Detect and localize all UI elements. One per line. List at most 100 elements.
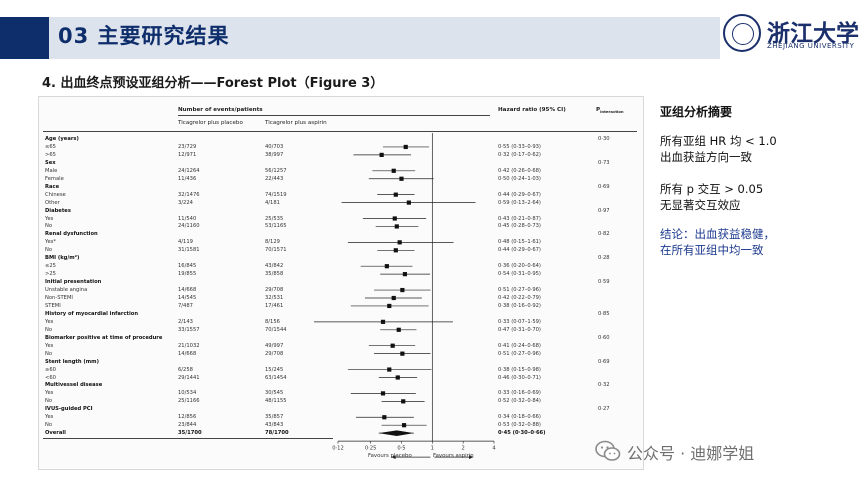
events-aspirin: 56/1257: [265, 167, 287, 174]
hazard-ratio-text: 0·51 (0·27–0·96): [498, 287, 541, 294]
subgroup-heading: Renal dysfunction: [45, 231, 98, 238]
events-aspirin: 40/703: [265, 143, 284, 150]
hr-point-marker: [380, 319, 386, 324]
events-aspirin: 48/1155: [265, 398, 287, 405]
subgroup-heading: Multivessel disease: [45, 382, 103, 389]
x-tick-label: 4: [492, 446, 496, 452]
hr-point-marker: [392, 216, 397, 221]
events-aspirin: 4/181: [265, 199, 280, 206]
table-top-rule: [43, 131, 637, 132]
p-interaction-value: 0·73: [598, 159, 610, 166]
hr-point-marker: [396, 327, 401, 332]
p-header-sub: interaction: [600, 109, 624, 115]
hazard-ratio-text: 0·59 (0·13–2·64): [498, 199, 541, 206]
hazard-ratio-text: 0·44 (0·29–0·67): [498, 191, 541, 198]
hr-point-marker: [380, 391, 386, 396]
x-tick-label: 0·5: [397, 446, 405, 452]
p-interaction-value: 0·32: [598, 382, 610, 389]
subgroup-label: Yes: [45, 414, 54, 421]
hazard-ratio-text: 0·50 (0·24–1·03): [498, 175, 541, 182]
subgroup-label: Yes: [45, 390, 54, 397]
overall-diamond: [378, 430, 414, 436]
events-placebo: 12/971: [178, 151, 197, 158]
hazard-ratio-text: 0·38 (0·16–0·92): [498, 302, 541, 309]
events-aspirin: 35/857: [265, 414, 284, 421]
hr-point-marker: [393, 248, 398, 253]
x-tick-label: 0·12: [332, 446, 344, 452]
hazard-ratio-text: 0·42 (0·22–0·79): [498, 295, 541, 301]
events-aspirin: 22/443: [265, 175, 284, 182]
conclusion-line-2: 在所有亚组中均一致: [660, 243, 764, 257]
hazard-ratio-text: 0·34 (0·18–0·66): [498, 414, 541, 421]
header-accent-bar: [0, 17, 49, 59]
events-aspirin: 49/997: [265, 342, 284, 349]
hazard-ratio-text: 0·53 (0·32–0·88): [498, 422, 541, 429]
events-aspirin: 8/156: [265, 318, 280, 325]
subgroup-label: No: [45, 223, 53, 230]
subgroup-label: Female: [45, 175, 64, 182]
events-placebo: 12/856: [178, 414, 197, 421]
events-aspirin: 43/842: [265, 263, 284, 270]
arrow-head-left: [391, 455, 396, 460]
hr-point-marker: [394, 224, 399, 229]
column-header-placebo: Ticagrelor plus placebo: [178, 120, 243, 126]
events-aspirin: 30/545: [265, 390, 284, 397]
hazard-ratio-text: 0·54 (0·31–0·95): [498, 271, 541, 278]
x-tick-label: 2: [462, 446, 465, 452]
p-interaction-value: 0·82: [598, 231, 610, 238]
events-placebo: 29/1441: [178, 374, 200, 381]
events-aspirin: 43/843: [265, 422, 284, 429]
events-placebo: 31/1581: [178, 247, 200, 254]
table-bottom-rule: [43, 438, 333, 440]
hr-point-marker: [387, 303, 392, 309]
x-tick-label: 0·25: [365, 446, 377, 452]
events-aspirin: 38/997: [265, 151, 284, 158]
subgroup-label: No: [45, 398, 53, 405]
hazard-ratio-text: 0·42 (0·26–0·68): [498, 167, 541, 174]
events-aspirin: 70/1571: [265, 247, 287, 254]
p-interaction-value: 0·97: [598, 207, 610, 214]
events-placebo: 32/1476: [178, 191, 200, 198]
wechat-icon: [595, 440, 621, 461]
events-aspirin: 78/1700: [265, 430, 289, 437]
hazard-ratio-text: 0·52 (0·32–0·84): [498, 398, 541, 405]
events-placebo: 2/143: [178, 318, 193, 325]
p-interaction-value: 0·59: [598, 279, 610, 286]
hr-point-marker: [395, 375, 400, 380]
hr-point-marker: [402, 272, 408, 277]
subgroup-label: <60: [45, 374, 56, 381]
column-header-aspirin: Ticagrelor plus aspirin: [265, 120, 327, 126]
p-interaction-value: 0·69: [598, 358, 610, 365]
hazard-ratio-text: 0·36 (0·20–0·64): [498, 263, 541, 270]
hazard-ratio-text: 0·48 (0·15–1·61): [498, 239, 541, 246]
hr-point-marker: [401, 423, 407, 428]
p-interaction-value: 0·69: [598, 183, 610, 190]
conclusion-line-1: 结论：出血获益稳健，: [660, 227, 775, 241]
subgroup-label: No: [45, 350, 53, 357]
events-placebo: 14/545: [178, 295, 197, 301]
events-placebo: 16/845: [178, 263, 197, 270]
events-placebo: 24/1264: [178, 167, 200, 174]
hazard-ratio-text: 0·47 (0·31–0·70): [498, 326, 541, 333]
events-aspirin: 63/1454: [265, 374, 287, 381]
hr-point-marker: [393, 192, 398, 197]
header-rule: [178, 115, 490, 116]
subgroup-heading: Biomarker positive at time of procedure: [45, 334, 163, 341]
subgroup-label: ≤25: [45, 263, 56, 270]
events-placebo: 33/1557: [178, 326, 200, 333]
events-aspirin: 53/1165: [265, 223, 287, 230]
events-aspirin: 8/129: [265, 239, 280, 246]
summary-line-1: 所有亚组 HR 均 < 1.0: [660, 134, 777, 148]
events-aspirin: 70/1544: [265, 326, 287, 333]
hazard-ratio-text: 0·33 (0·07–1·59): [498, 318, 541, 325]
hr-point-marker: [406, 200, 411, 205]
events-placebo: 23/729: [178, 143, 197, 150]
events-aspirin: 32/531: [265, 295, 284, 301]
p-header-label: P: [596, 107, 601, 113]
hazard-ratio-text: 0·44 (0·29–0·67): [498, 247, 541, 254]
events-placebo: 24/1160: [178, 223, 200, 230]
hr-point-marker: [400, 351, 405, 356]
subgroup-label: >65: [45, 151, 56, 158]
subgroup-heading: Race: [45, 183, 60, 190]
hr-point-marker: [391, 168, 396, 173]
